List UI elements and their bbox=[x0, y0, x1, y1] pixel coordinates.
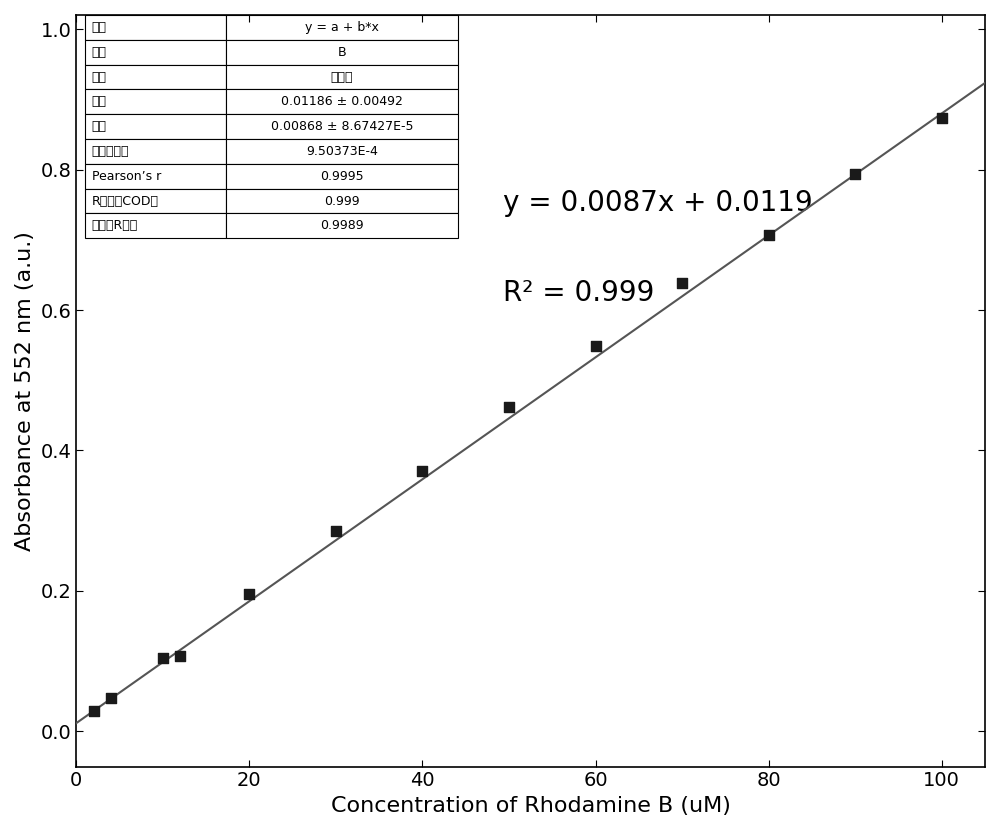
Text: 调整后R平方: 调整后R平方 bbox=[92, 219, 138, 233]
Text: 方程: 方程 bbox=[92, 21, 107, 34]
Bar bbox=[226, 164, 458, 189]
Text: R² = 0.999: R² = 0.999 bbox=[503, 279, 655, 307]
Text: B: B bbox=[338, 46, 346, 59]
Bar bbox=[85, 15, 226, 40]
X-axis label: Concentration of Rhodamine B (uM): Concentration of Rhodamine B (uM) bbox=[331, 796, 731, 816]
Bar bbox=[85, 189, 226, 214]
Point bbox=[241, 588, 257, 601]
Point bbox=[172, 650, 188, 663]
Bar bbox=[85, 164, 226, 189]
Text: 不加权: 不加权 bbox=[331, 71, 353, 83]
Point bbox=[588, 339, 604, 352]
Text: 斜率: 斜率 bbox=[92, 120, 107, 133]
Bar bbox=[85, 40, 226, 65]
Text: 9.50373E-4: 9.50373E-4 bbox=[306, 145, 378, 158]
Text: 残差平方和: 残差平方和 bbox=[92, 145, 129, 158]
Text: Pearson’s r: Pearson’s r bbox=[92, 170, 161, 183]
Bar bbox=[85, 139, 226, 164]
Text: 0.999: 0.999 bbox=[324, 194, 360, 208]
Text: y = a + b*x: y = a + b*x bbox=[305, 21, 379, 34]
Text: 0.9995: 0.9995 bbox=[320, 170, 364, 183]
Bar bbox=[226, 214, 458, 238]
Bar bbox=[226, 139, 458, 164]
Text: R平方（COD）: R平方（COD） bbox=[92, 194, 159, 208]
Bar bbox=[85, 65, 226, 90]
Point bbox=[847, 168, 863, 181]
Point bbox=[414, 465, 430, 478]
Point bbox=[934, 111, 950, 124]
Point bbox=[328, 524, 344, 538]
Text: 0.00868 ± 8.67427E-5: 0.00868 ± 8.67427E-5 bbox=[271, 120, 413, 133]
Text: 绘图: 绘图 bbox=[92, 46, 107, 59]
Bar bbox=[226, 90, 458, 114]
Y-axis label: Absorbance at 552 nm (a.u.): Absorbance at 552 nm (a.u.) bbox=[15, 231, 35, 551]
Bar bbox=[226, 189, 458, 214]
Bar bbox=[85, 114, 226, 139]
Text: 权重: 权重 bbox=[92, 71, 107, 83]
Point bbox=[103, 691, 119, 705]
Text: 0.01186 ± 0.00492: 0.01186 ± 0.00492 bbox=[281, 96, 403, 108]
Point bbox=[761, 229, 777, 242]
Text: 0.9989: 0.9989 bbox=[320, 219, 364, 233]
Point bbox=[501, 401, 517, 414]
Point bbox=[86, 705, 102, 718]
Text: y = 0.0087x + 0.0119: y = 0.0087x + 0.0119 bbox=[503, 189, 813, 217]
Bar bbox=[226, 40, 458, 65]
Bar bbox=[85, 90, 226, 114]
Bar bbox=[226, 114, 458, 139]
Point bbox=[674, 277, 690, 290]
Bar bbox=[226, 65, 458, 90]
Point bbox=[155, 652, 171, 665]
Text: 截距: 截距 bbox=[92, 96, 107, 108]
Bar bbox=[85, 214, 226, 238]
Bar bbox=[226, 15, 458, 40]
